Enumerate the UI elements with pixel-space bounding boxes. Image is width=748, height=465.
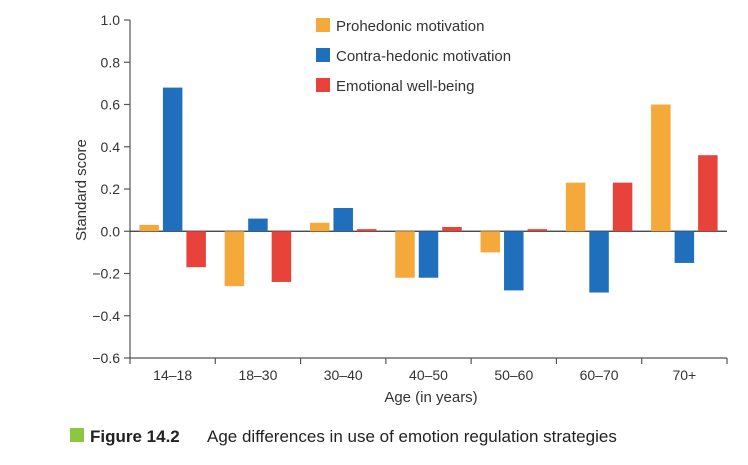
x-tick-label: 18–30 [238,367,277,383]
bar [442,227,462,232]
x-axis-title: Age (in years) [384,389,477,406]
bar [395,231,415,278]
bar-series [139,87,718,293]
legend-swatch [316,48,330,62]
bar [674,231,695,263]
bar [698,155,718,232]
bar [565,182,586,232]
x-tick-label: 50–60 [494,367,533,383]
y-tick-label: −0.4 [92,308,120,324]
bar [480,231,501,253]
y-axis-title: Standard score [73,139,90,241]
caption-marker [70,428,84,442]
bar [527,229,548,232]
y-tick-label: −0.6 [92,350,120,366]
legend-swatch [316,78,330,92]
bar [224,231,245,287]
bar [589,231,609,293]
caption-text: Age differences in use of emotion regula… [207,427,617,446]
bar [418,231,439,278]
x-tick-label: 30–40 [324,367,363,383]
bar [309,222,330,232]
bar [271,231,292,282]
legend-label: Prohedonic motivation [336,18,484,35]
y-tick-label: 0.8 [101,54,121,70]
figure-caption: Figure 14.2 Age differences in use of em… [70,427,617,446]
bar [162,87,183,232]
x-tick-label: 40–50 [409,367,448,383]
bar [333,208,353,232]
legend: Prohedonic motivation Contra-hedonic moti… [316,18,511,95]
y-tick-label: 0.2 [101,181,121,197]
bar [504,231,524,291]
bar [612,182,633,232]
legend-swatch [316,18,330,32]
y-tick-label: 0.4 [101,139,121,155]
y-axis: 1.0 0.8 0.6 0.4 0.2 0.0 −0.2 −0.4 −0.6 [92,12,727,366]
x-axis: 14–18 18–30 30–40 40–50 50–60 60–70 70+ [129,357,728,383]
bar [139,224,159,232]
caption-label: Figure 14.2 [90,427,180,446]
x-tick-label: 14–18 [153,367,192,383]
bar [651,104,671,232]
legend-label: Contra-hedonic motivation [336,48,511,65]
legend-label: Emotional well-being [336,78,474,95]
x-tick-label: 70+ [672,367,696,383]
y-tick-label: 1.0 [101,12,121,28]
bar [356,229,377,232]
bar [186,231,206,268]
y-tick-label: 0.0 [101,223,121,239]
y-tick-label: −0.2 [92,266,120,282]
x-tick-label: 60–70 [580,367,619,383]
bar [248,218,268,232]
y-tick-label: 0.6 [101,97,121,113]
